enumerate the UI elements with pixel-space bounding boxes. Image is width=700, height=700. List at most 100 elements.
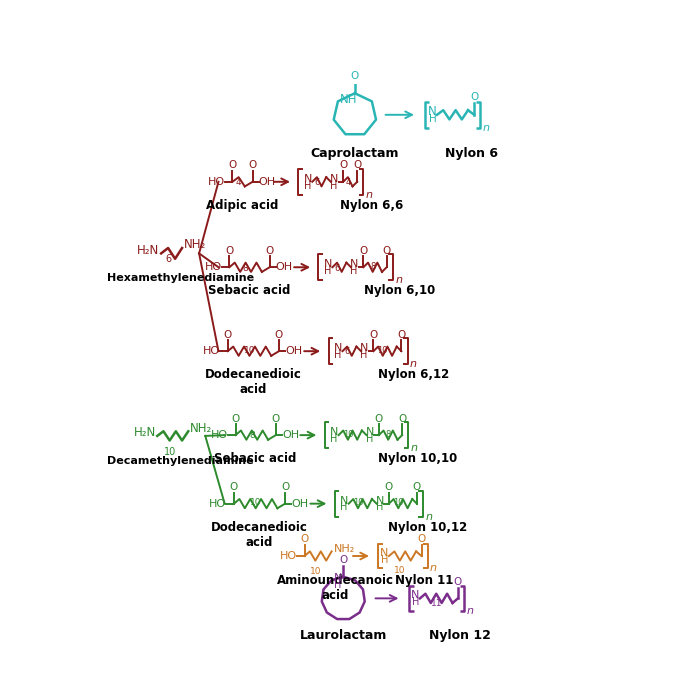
Text: O: O [398, 414, 406, 424]
Text: 10: 10 [309, 567, 321, 576]
Text: 4: 4 [345, 178, 351, 187]
Text: H: H [340, 503, 348, 512]
Text: Laurolactam: Laurolactam [300, 629, 387, 642]
Text: H: H [324, 266, 331, 276]
Text: n: n [411, 443, 418, 453]
Text: HO: HO [209, 498, 226, 509]
Text: 8: 8 [243, 263, 248, 272]
Text: N: N [340, 496, 348, 505]
Text: H: H [366, 434, 373, 444]
Text: NH: NH [340, 92, 357, 106]
Text: OH: OH [291, 498, 309, 509]
Text: Adipic acid: Adipic acid [206, 199, 279, 211]
Text: N: N [330, 427, 338, 437]
Text: Caprolactam: Caprolactam [311, 147, 399, 160]
Text: O: O [230, 482, 238, 492]
Text: O: O [225, 246, 234, 256]
Text: Nylon 6,6: Nylon 6,6 [340, 199, 403, 211]
Text: H: H [412, 597, 419, 607]
Text: N: N [334, 343, 342, 353]
Text: O: O [272, 414, 280, 424]
Text: OH: OH [259, 177, 276, 187]
Text: Decamethylenediamine: Decamethylenediamine [107, 456, 254, 466]
Text: OH: OH [282, 430, 299, 440]
Text: n: n [365, 190, 372, 200]
Text: n: n [426, 512, 433, 522]
Text: Nylon 10,12: Nylon 10,12 [388, 521, 468, 533]
Text: O: O [470, 92, 478, 102]
Text: O: O [265, 246, 274, 256]
Text: 10: 10 [377, 346, 388, 355]
Text: O: O [370, 330, 377, 340]
Text: 10: 10 [394, 566, 405, 575]
Text: n: n [430, 564, 437, 573]
Text: H: H [334, 350, 342, 360]
Text: O: O [454, 577, 462, 587]
Text: O: O [339, 555, 347, 566]
Text: HO: HO [279, 551, 297, 561]
Text: Nylon 10,10: Nylon 10,10 [378, 452, 457, 465]
Text: n: n [395, 275, 402, 286]
Text: OH: OH [285, 346, 302, 356]
Text: 6: 6 [314, 178, 320, 187]
Text: HO: HO [208, 177, 225, 187]
Text: N: N [411, 590, 419, 601]
Text: NH₂: NH₂ [183, 239, 206, 251]
Text: N: N [428, 105, 437, 118]
Text: n: n [483, 123, 490, 133]
Text: O: O [228, 160, 237, 170]
Text: O: O [300, 535, 309, 545]
Text: O: O [248, 160, 257, 170]
Text: Nylon 6,12: Nylon 6,12 [378, 368, 449, 381]
Text: O: O [353, 160, 361, 170]
Text: O: O [374, 414, 383, 424]
Text: 10: 10 [164, 447, 176, 456]
Text: O: O [385, 482, 393, 492]
Text: n: n [466, 606, 473, 616]
Text: H: H [330, 181, 337, 190]
Text: HO: HO [211, 430, 228, 440]
Text: NH₂: NH₂ [190, 421, 212, 435]
Text: H₂N: H₂N [137, 244, 160, 257]
Text: Nylon 12: Nylon 12 [428, 629, 491, 642]
Text: 10: 10 [244, 346, 256, 355]
Text: 6: 6 [344, 347, 350, 356]
Text: n: n [410, 359, 417, 370]
Text: O: O [398, 330, 405, 340]
Text: O: O [382, 246, 391, 256]
Text: H: H [330, 434, 337, 444]
Text: H: H [334, 580, 341, 590]
Text: O: O [413, 482, 421, 492]
Text: O: O [359, 246, 368, 256]
Text: O: O [417, 535, 426, 545]
Text: Dodecanedioic
acid: Dodecanedioic acid [205, 368, 302, 396]
Text: O: O [339, 160, 347, 170]
Text: H: H [376, 503, 384, 512]
Text: H: H [351, 266, 358, 276]
Text: H: H [360, 350, 368, 360]
Text: HO: HO [203, 346, 220, 356]
Text: Hexamethylenediamine: Hexamethylenediamine [107, 274, 254, 284]
Text: H₂N: H₂N [134, 426, 155, 440]
Text: H: H [381, 555, 388, 565]
Text: O: O [232, 414, 239, 424]
Text: 8: 8 [249, 431, 255, 440]
Text: O: O [275, 330, 283, 340]
Text: O: O [281, 482, 289, 492]
Text: Sebacic acid: Sebacic acid [209, 284, 290, 298]
Text: O: O [224, 330, 232, 340]
Text: N: N [330, 174, 338, 183]
Text: N: N [323, 259, 332, 270]
Text: N: N [334, 573, 342, 583]
Text: NH₂: NH₂ [334, 544, 355, 554]
Text: N: N [303, 174, 312, 183]
Text: Aminoundecanoic
acid: Aminoundecanoic acid [277, 575, 394, 603]
Text: N: N [380, 548, 389, 558]
Text: N: N [365, 427, 374, 437]
Text: 10: 10 [393, 498, 403, 508]
Text: Sebacic acid: Sebacic acid [214, 452, 297, 465]
Text: N: N [375, 496, 384, 505]
Text: 4: 4 [236, 178, 241, 187]
Text: 6: 6 [335, 263, 339, 272]
Text: 6: 6 [166, 254, 172, 264]
